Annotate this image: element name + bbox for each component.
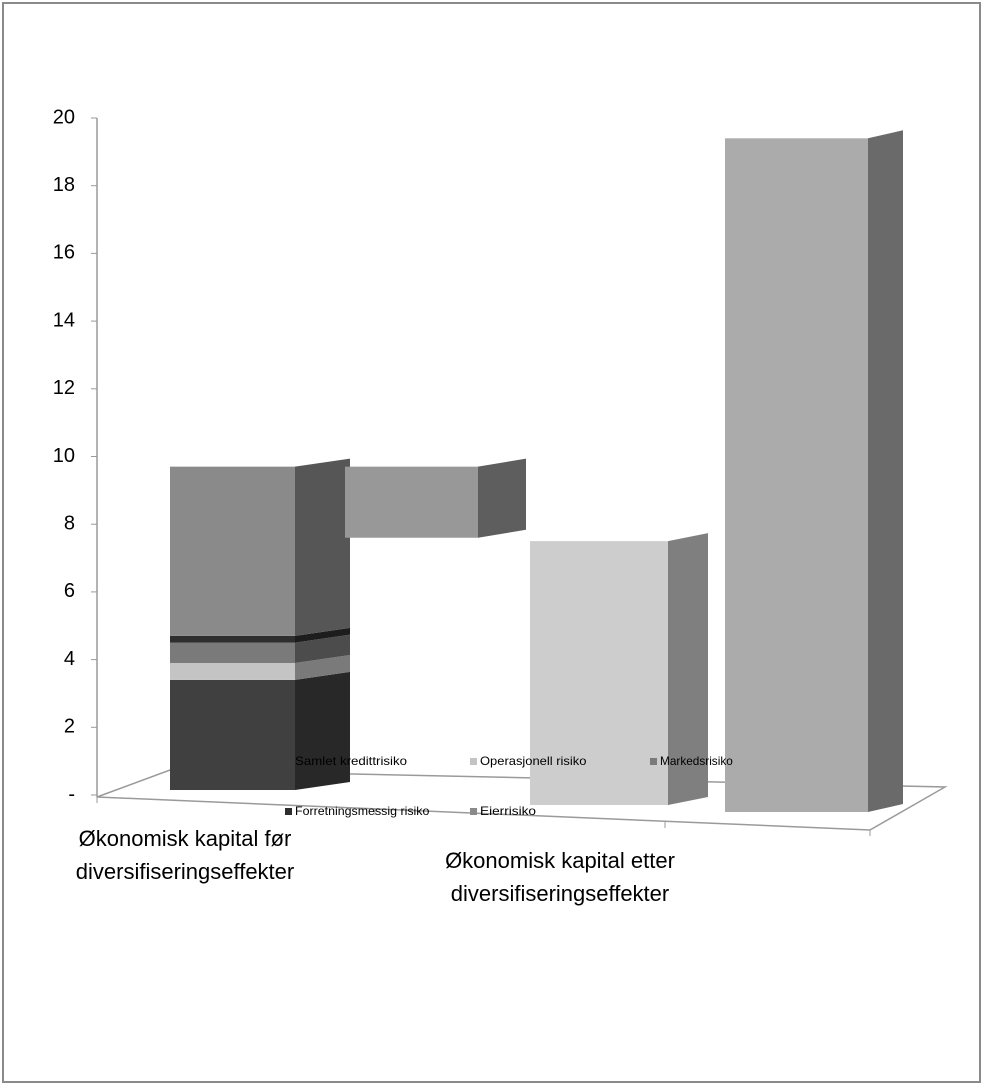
legend-label: Forretningsmessig risiko <box>295 804 430 818</box>
y-tick-label: 18 <box>53 174 75 196</box>
y-tick-label: 10 <box>53 445 75 467</box>
bar-side <box>295 458 350 636</box>
legend-swatch <box>285 808 292 815</box>
y-tick-label: 14 <box>53 309 75 331</box>
bar <box>170 466 295 636</box>
legend-swatch <box>285 758 292 765</box>
y-tick-label: 8 <box>64 512 75 534</box>
x-tick-label: Økonomisk kapital etter diversifiserings… <box>445 848 675 906</box>
legend-swatch <box>470 758 477 765</box>
legend-label: Operasjonell risiko <box>480 754 587 768</box>
bar <box>170 642 295 663</box>
bar <box>725 138 868 812</box>
x-tick-label: Økonomisk kapital før diversifiseringsef… <box>75 826 295 884</box>
y-tick-label: 12 <box>53 377 75 399</box>
bar-side <box>668 533 708 805</box>
y-tick-label: 6 <box>64 580 75 602</box>
bar-side <box>295 634 350 663</box>
legend-swatch <box>470 808 477 815</box>
bar <box>170 662 295 680</box>
legend-label: Markedsrisiko <box>660 754 733 768</box>
bar-side <box>868 130 903 812</box>
bar <box>345 466 478 538</box>
y-tick-label: 20 <box>53 106 75 128</box>
bar <box>170 679 295 790</box>
bar <box>530 541 668 805</box>
y-tick-label: - <box>68 783 75 805</box>
y-tick-label: 2 <box>64 716 75 738</box>
bar-side <box>478 458 526 538</box>
y-tick-label: 4 <box>64 648 75 670</box>
legend-swatch <box>650 758 657 765</box>
bar-side <box>295 671 350 790</box>
floor <box>96 769 948 831</box>
bar-side <box>295 654 350 680</box>
y-tick-label: 16 <box>53 242 75 264</box>
legend-label: Samlet kredittrisiko <box>295 754 407 768</box>
bar-side <box>295 627 350 643</box>
legend-label: Eierrisiko <box>480 804 536 818</box>
bar <box>170 635 295 643</box>
